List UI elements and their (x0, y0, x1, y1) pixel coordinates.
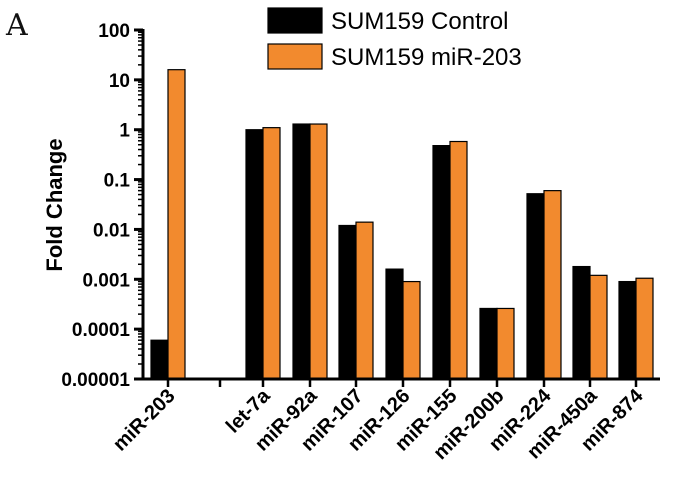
y-tick-label: 0.1 (104, 171, 131, 192)
bar-control-miR-450a (572, 265, 591, 380)
y-tick-label: 0.00001 (61, 370, 130, 391)
plot-area (150, 69, 654, 380)
y-tick-label: 0.01 (93, 220, 130, 241)
bar-mir203-miR-224 (543, 190, 562, 380)
y-tick-label: 1 (119, 121, 130, 142)
legend-label: SUM159 miR-203 (331, 44, 522, 71)
x-axis: miR-203 let-7amiR-92amiR-107miR-126miR-15… (109, 377, 660, 464)
bar-mir203-miR-126 (402, 280, 421, 380)
y-tick-label: 0.001 (82, 270, 130, 291)
bar-mir203-miR-107 (355, 221, 374, 380)
legend: SUM159 Control SUM159 miR-203 (267, 7, 522, 71)
y-tick-label: 10 (109, 71, 130, 92)
x-tick-label: miR-203 (109, 385, 180, 456)
bar-control-miR-92a (292, 123, 311, 380)
bar-control-miR-107 (338, 224, 357, 380)
bar-mir203-miR-874 (635, 277, 654, 380)
y-axis-label: Fold Change (42, 138, 67, 271)
bar-control-let-7a (245, 129, 264, 380)
bar-control-miR-203 (150, 339, 169, 380)
bar-control-miR-126 (385, 268, 404, 380)
bar-control-miR-200b (479, 307, 498, 380)
y-tick-label: 100 (98, 21, 130, 42)
bar-mir203-miR-155 (449, 140, 468, 380)
bar-control-miR-155 (432, 145, 451, 380)
y-tick-label: 0.0001 (72, 320, 131, 341)
bar-control-miR-874 (618, 280, 637, 380)
bar-mir203-miR-200b (496, 307, 515, 380)
bar-mir203-let-7a (262, 127, 281, 380)
bar-control-miR-224 (526, 193, 545, 380)
bar-mir203-miR-203 (167, 69, 186, 380)
legend-label: SUM159 Control (331, 8, 508, 35)
panel-label: A (6, 8, 28, 43)
legend-swatch (267, 43, 323, 70)
bar-mir203-miR-450a (589, 274, 608, 380)
y-axis: 0.00001 0.0001 0.001 0.01 0.1 1 10 100 (61, 21, 145, 391)
legend-swatch (267, 7, 323, 34)
bar-mir203-miR-92a (309, 123, 328, 380)
